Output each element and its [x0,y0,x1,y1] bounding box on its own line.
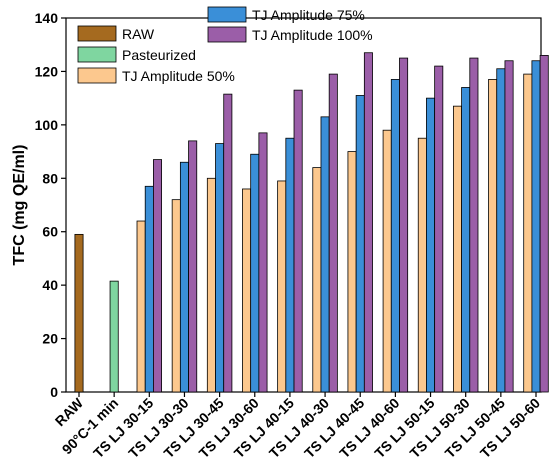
bar-tj-amplitude-50--4 [206,177,216,393]
bar-tj-amplitude-50--2 [136,220,146,393]
bar-raw-0 [74,233,84,393]
bar-tj-amplitude-50--9 [382,129,392,393]
bar-tj-amplitude-75--2 [144,185,154,393]
y-axis: 0 20 40 60 80 100 120 140 [35,10,66,400]
bars [74,52,549,393]
bar-tj-amplitude-50--12 [488,79,498,393]
bar-tj-amplitude-75--13 [531,60,541,393]
bar-tj-amplitude-100--9 [399,57,409,393]
bar-tj-amplitude-50--13 [523,73,533,393]
y-tick-label: 80 [42,170,58,186]
legend-label: Pasteurized [122,47,196,63]
legend-swatch [77,25,117,42]
bar-tj-amplitude-50--5 [242,188,252,393]
bar-tj-amplitude-100--12 [504,60,514,393]
y-tick-label: 100 [35,117,59,133]
bar-tj-amplitude-100--10 [434,65,444,393]
bar-tj-amplitude-100--2 [153,159,163,393]
bar-pasteurized-1 [109,280,119,393]
bar-tj-amplitude-75--7 [320,116,330,393]
y-tick-label: 60 [42,224,58,240]
bar-tj-amplitude-100--8 [363,52,373,393]
bar-tj-amplitude-75--6 [285,137,295,393]
bar-tj-amplitude-75--10 [426,97,436,393]
bar-tj-amplitude-100--7 [328,73,338,393]
legend: RAW Pasteurized TJ Amplitude 50% TJ Amplitu… [77,6,373,84]
bar-tj-amplitude-75--11 [461,87,471,393]
bar-tj-amplitude-75--4 [215,143,225,393]
bar-tj-amplitude-100--13 [539,55,549,393]
bar-tj-amplitude-100--11 [469,57,479,393]
bar-tj-amplitude-75--8 [355,95,365,393]
bar-tj-amplitude-50--7 [312,167,322,393]
legend-swatch [77,67,117,84]
bar-tj-amplitude-75--5 [250,153,260,393]
legend-label: TJ Amplitude 100% [252,27,373,43]
y-tick-label: 120 [35,63,59,79]
bar-tj-amplitude-50--10 [417,137,427,393]
bar-tj-amplitude-50--6 [277,180,287,393]
y-tick-label: 40 [42,277,58,293]
y-axis-label: TFC (mg QE/ml) [11,145,28,266]
legend-label: TJ Amplitude 50% [122,68,235,84]
bar-tj-amplitude-50--8 [347,151,357,393]
legend-label: RAW [122,26,155,42]
bar-tj-amplitude-75--12 [496,68,506,393]
bar-tj-amplitude-100--4 [223,93,233,393]
bar-tj-amplitude-75--9 [390,79,400,393]
legend-swatch [77,46,117,63]
bar-tj-amplitude-50--11 [452,105,462,393]
y-tick-label: 0 [50,384,58,400]
bar-tj-amplitude-75--3 [179,161,189,393]
legend-swatch [207,26,247,43]
bar-tj-amplitude-50--3 [171,199,181,393]
legend-label: TJ Amplitude 75% [252,7,365,23]
y-tick-label: 140 [35,10,59,26]
legend-swatch [207,6,247,23]
y-tick-label: 20 [42,331,58,347]
bar-tj-amplitude-100--5 [258,132,268,393]
bar-tj-amplitude-100--6 [293,89,303,393]
bar-tj-amplitude-100--3 [188,140,198,393]
